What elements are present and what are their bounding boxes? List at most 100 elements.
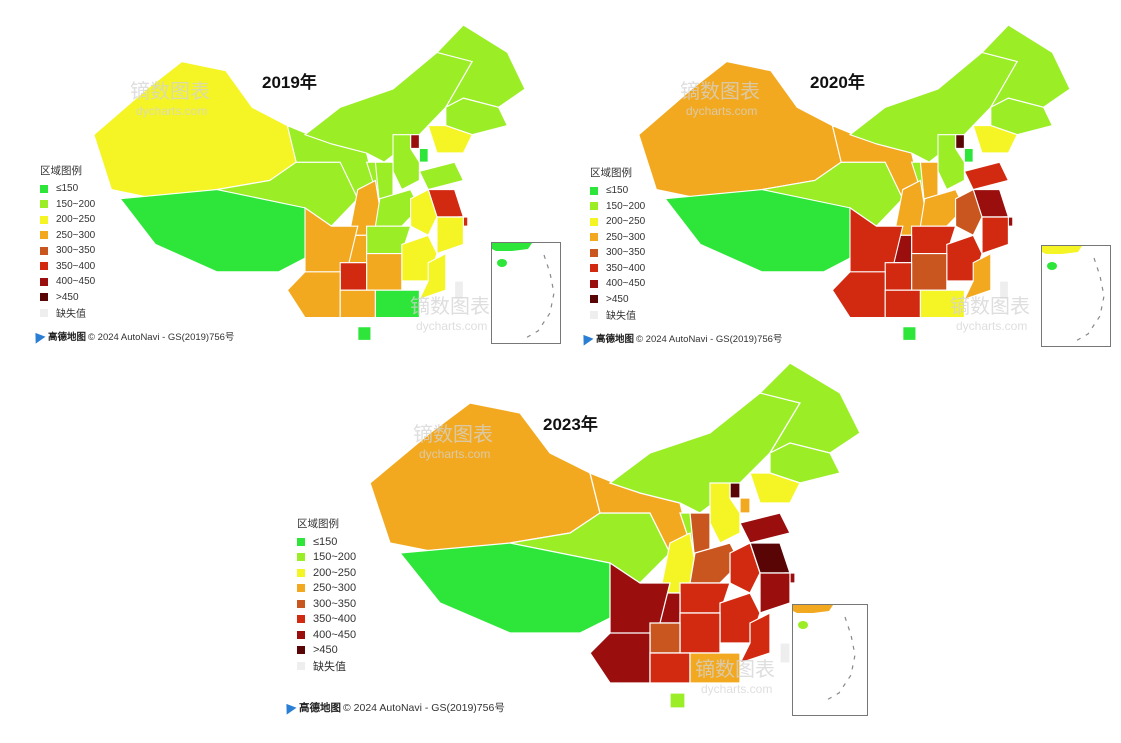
province-liaoning[interactable]	[972, 124, 1018, 154]
legend-item[interactable]: >450	[590, 292, 645, 308]
province-taiwan[interactable]	[454, 280, 464, 300]
legend-title: 区域图例	[590, 167, 632, 179]
legend-swatch	[590, 264, 598, 273]
legend-item[interactable]: 400~450	[590, 276, 645, 292]
legend-swatch	[40, 231, 48, 240]
legend-item[interactable]: 400~450	[40, 274, 95, 290]
province-zhejiang[interactable]	[759, 572, 791, 614]
province-yunnan[interactable]	[286, 271, 341, 319]
province-guizhou[interactable]	[649, 622, 681, 654]
legend-item[interactable]: 150~200	[590, 199, 645, 215]
province-guangdong[interactable]	[689, 652, 741, 684]
attribution-text: © 2024 AutoNavi - GS(2019)756号	[88, 332, 235, 343]
map-attribution: 高德地图 © 2024 AutoNavi - GS(2019)756号	[30, 328, 235, 344]
province-taiwan[interactable]	[779, 642, 791, 664]
legend-item[interactable]: 150~200	[40, 197, 95, 213]
province-shandong[interactable]	[963, 161, 1010, 191]
province-yunnan[interactable]	[831, 271, 886, 319]
legend-swatch	[297, 568, 305, 577]
legend-item[interactable]: 250~300	[40, 228, 95, 244]
legend-item[interactable]: 200~250	[297, 565, 356, 581]
province-beijing[interactable]	[955, 134, 965, 149]
province-guizhou[interactable]	[884, 262, 913, 291]
legend-swatch	[297, 537, 305, 546]
province-yunnan[interactable]	[589, 632, 651, 684]
legend-title: 区域图例	[40, 165, 82, 177]
legend-swatch	[297, 615, 305, 624]
legend-item[interactable]: ≤150	[590, 183, 645, 199]
amap-logo-text: 高德地图	[299, 702, 341, 714]
legend-item[interactable]: >450	[40, 290, 95, 306]
legend-item[interactable]: 300~350	[297, 596, 356, 612]
legend-item[interactable]: 缺失值	[297, 658, 356, 674]
province-beijing[interactable]	[410, 134, 420, 149]
legend-item[interactable]: ≤150	[297, 534, 356, 550]
legend-swatch	[40, 293, 48, 302]
province-anhui[interactable]	[729, 542, 761, 594]
legend-label: 250~300	[56, 229, 96, 241]
legend-label: 150~200	[56, 198, 96, 210]
legend-swatch	[297, 553, 305, 562]
legend-label: 缺失值	[313, 660, 346, 673]
province-guangdong[interactable]	[919, 289, 965, 319]
province-guizhou[interactable]	[339, 262, 368, 291]
province-anhui[interactable]	[955, 188, 983, 237]
legend-item[interactable]: 350~400	[297, 612, 356, 628]
legend-item[interactable]: ≤150	[40, 181, 95, 197]
province-hunan[interactable]	[911, 252, 948, 291]
province-guangdong[interactable]	[374, 289, 420, 319]
province-tianjin[interactable]	[963, 147, 974, 163]
province-fujian[interactable]	[738, 611, 771, 665]
amap-logo-text: 高德地图	[48, 332, 87, 343]
legend-item[interactable]: 200~250	[590, 214, 645, 230]
legend-item[interactable]: 300~350	[590, 245, 645, 261]
china-map	[93, 24, 526, 341]
legend-swatch	[590, 233, 598, 242]
inset-hainan	[1047, 262, 1057, 270]
legend-item[interactable]: 250~300	[297, 581, 356, 597]
province-zhejiang[interactable]	[436, 216, 464, 255]
province-guangxi[interactable]	[339, 289, 376, 319]
amap-logo-icon	[281, 700, 297, 715]
province-liaoning[interactable]	[749, 472, 801, 504]
attribution-text: © 2024 AutoNavi - GS(2019)756号	[343, 702, 505, 714]
province-fujian[interactable]	[418, 252, 447, 301]
map-attribution: 高德地图 © 2024 AutoNavi - GS(2019)756号	[281, 700, 505, 715]
province-hunan[interactable]	[679, 612, 721, 654]
legend-swatch	[297, 630, 305, 639]
province-shandong[interactable]	[418, 161, 465, 191]
legend-item[interactable]: 400~450	[297, 627, 356, 643]
legend-swatch	[590, 217, 598, 226]
province-guangxi[interactable]	[884, 289, 921, 319]
province-anhui[interactable]	[410, 188, 438, 237]
province-hunan[interactable]	[366, 252, 403, 291]
province-tianjin[interactable]	[418, 147, 429, 163]
legend-item[interactable]: 350~400	[40, 259, 95, 275]
province-guangxi[interactable]	[649, 652, 691, 684]
legend-item[interactable]: >450	[297, 643, 356, 659]
legend-item[interactable]: 200~250	[40, 212, 95, 228]
legend-label: 200~250	[313, 566, 357, 579]
province-taiwan[interactable]	[999, 280, 1009, 300]
legend-swatch	[590, 279, 598, 288]
province-fujian[interactable]	[963, 252, 992, 301]
legend-item[interactable]: 250~300	[590, 230, 645, 246]
province-zhejiang[interactable]	[981, 216, 1009, 255]
province-tianjin[interactable]	[739, 497, 751, 514]
province-shandong[interactable]	[739, 512, 791, 544]
province-beijing[interactable]	[729, 482, 741, 499]
legend-item[interactable]: 缺失值	[590, 307, 645, 323]
province-hainan[interactable]	[669, 692, 686, 709]
inset-mainland	[1042, 246, 1082, 254]
province-liaoning[interactable]	[427, 124, 473, 154]
legend-label: >450	[313, 644, 338, 657]
province-hainan[interactable]	[357, 326, 372, 341]
legend-item[interactable]: 300~350	[40, 243, 95, 259]
legend-swatch	[40, 308, 48, 317]
legend-item[interactable]: 150~200	[297, 550, 356, 566]
province-hainan[interactable]	[902, 326, 917, 341]
legend-item[interactable]: 缺失值	[40, 305, 95, 321]
south-china-sea-inset	[491, 242, 561, 344]
legend-label: 350~400	[313, 613, 357, 626]
legend-item[interactable]: 350~400	[590, 261, 645, 277]
